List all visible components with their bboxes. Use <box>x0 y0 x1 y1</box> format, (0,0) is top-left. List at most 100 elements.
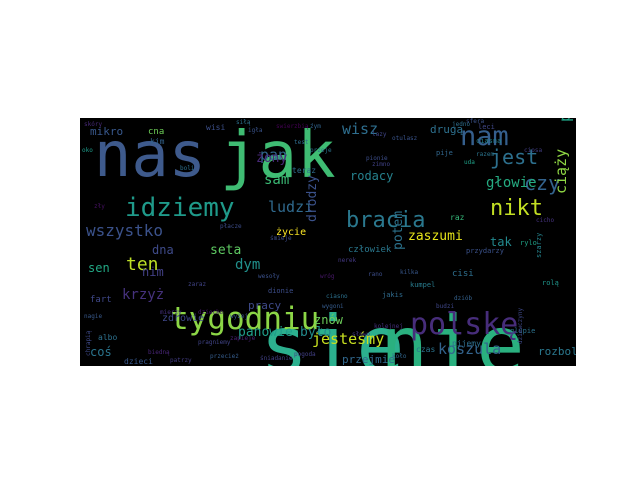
cloud-word: cisi <box>452 269 474 279</box>
cloud-word: czy <box>524 171 561 195</box>
cloud-word: ciasna <box>476 137 502 145</box>
cloud-word: drugą <box>430 123 464 136</box>
cloud-word: rozbolą <box>538 345 576 358</box>
cloud-word: kumpel <box>410 281 436 289</box>
cloud-word: słowo <box>352 331 371 338</box>
cloud-word: patrzy <box>170 357 192 364</box>
cloud-word: pogoda <box>294 351 316 358</box>
cloud-word: przydarzy <box>466 247 504 255</box>
cloud-word: albo <box>98 333 118 342</box>
cloud-word: dziecko <box>198 309 224 316</box>
cloud-word: dym <box>235 257 261 273</box>
cloud-word: zdrowie <box>162 313 205 324</box>
cloud-word: nagie <box>84 313 103 320</box>
cloud-word: było <box>300 325 332 340</box>
cloud-word: swierzbią <box>276 123 309 130</box>
cloud-word: nas <box>94 118 206 191</box>
cloud-word: dna <box>152 243 174 257</box>
cloud-word: idziemy <box>125 193 235 223</box>
cloud-word: zaraz <box>188 281 207 288</box>
cloud-word: wesoły <box>258 273 280 280</box>
cloud-word: znów <box>314 313 343 327</box>
cloud-word: tak <box>490 235 512 249</box>
cloud-word: mikro <box>90 125 124 138</box>
cloud-word: budzi <box>436 303 455 310</box>
cloud-word: pijemy <box>452 339 481 348</box>
cloud-word: śmieje <box>270 235 292 242</box>
cloud-word: żony <box>256 151 288 166</box>
cloud-word: uda <box>464 159 475 166</box>
cloud-word: sfera <box>466 118 485 125</box>
cloud-word: koło <box>392 353 407 360</box>
cloud-word: igła <box>248 127 263 134</box>
cloud-word: glupie <box>510 327 536 335</box>
cloud-word: ciasno <box>326 293 348 300</box>
cloud-word: panowie <box>238 325 293 340</box>
cloud-word: jak <box>220 119 336 193</box>
cloud-word: teraz <box>292 166 317 175</box>
cloud-word: rylo <box>520 239 537 247</box>
cloud-word: rodacy <box>350 169 394 183</box>
cloud-word: nerek <box>338 257 357 264</box>
cloud-word: wisi <box>206 123 226 132</box>
cloud-word: raz <box>450 213 465 222</box>
cloud-word: potem <box>391 210 406 250</box>
cloud-word: ciąży <box>552 148 570 194</box>
cloud-word: przeje <box>310 147 332 154</box>
cloud-word: drodzy <box>305 175 320 222</box>
word-cloud-image: się nie jak nas tygodniu polskę idziemy nam brac… <box>80 118 576 366</box>
cloud-word: biedną <box>148 349 170 356</box>
cloud-word: pije <box>436 149 453 157</box>
cloud-word: płacze <box>220 223 242 230</box>
cloud-word: rolą <box>542 279 559 287</box>
cloud-word: nie <box>380 299 525 367</box>
cloud-word: pionie <box>366 155 388 162</box>
cloud-word: skóry <box>84 121 103 128</box>
cloud-word: coś <box>90 345 112 359</box>
cloud-word: zapieje <box>230 335 256 342</box>
cloud-word: pan <box>260 146 288 164</box>
cloud-word: jesteśmy <box>312 330 385 348</box>
cloud-word: tygodniu <box>170 301 320 337</box>
cloud-word: cicho <box>536 217 555 224</box>
cloud-word: otulasz <box>392 135 418 142</box>
cloud-word: bracia <box>346 208 426 233</box>
cloud-word: życie <box>276 227 307 238</box>
cloud-word: test <box>294 139 309 146</box>
cloud-word: zimno <box>372 161 391 168</box>
cloud-word: wróg <box>320 273 335 280</box>
cloud-word: wyżej <box>230 313 249 320</box>
cloud-word: siłą <box>236 119 251 126</box>
cloud-word: nam <box>460 121 509 152</box>
cloud-word: boli <box>180 165 195 172</box>
cloud-word: kolejnej <box>374 323 403 330</box>
cloud-word: polskę <box>410 307 519 342</box>
cloud-word: koszula <box>438 340 502 358</box>
cloud-word: krzyż <box>122 287 165 303</box>
cloud-word: śniadanie <box>260 355 293 362</box>
cloud-word: źym <box>310 123 321 130</box>
cloud-word: przejmie <box>342 353 395 366</box>
cloud-word: lazy <box>372 131 387 138</box>
cloud-word: ten <box>126 254 159 275</box>
cloud-word: oko <box>82 147 93 154</box>
cloud-word: wygoni <box>322 303 344 310</box>
cloud-word: kilka <box>400 269 419 276</box>
cloud-word: sam <box>264 172 290 188</box>
cloud-word: seta <box>210 243 242 258</box>
cloud-word: zaszumi <box>408 229 463 244</box>
cloud-word: ludzi <box>268 198 314 216</box>
cloud-word: zły <box>94 203 105 210</box>
cloud-word: pracy <box>248 299 282 312</box>
cloud-word: wisz <box>342 120 379 138</box>
cloud-word: dionie <box>268 287 294 295</box>
cloud-word: pierwsza <box>556 118 574 122</box>
cloud-word: razem <box>476 151 495 158</box>
cloud-word: się <box>260 299 405 367</box>
cloud-word: jakis <box>382 291 404 299</box>
cloud-word: cna <box>148 127 165 137</box>
cloud-word: nikt <box>490 196 543 221</box>
cloud-word: kim <box>150 137 165 146</box>
cloud-word: pragniemy <box>198 339 231 346</box>
cloud-word: leci <box>478 123 495 131</box>
